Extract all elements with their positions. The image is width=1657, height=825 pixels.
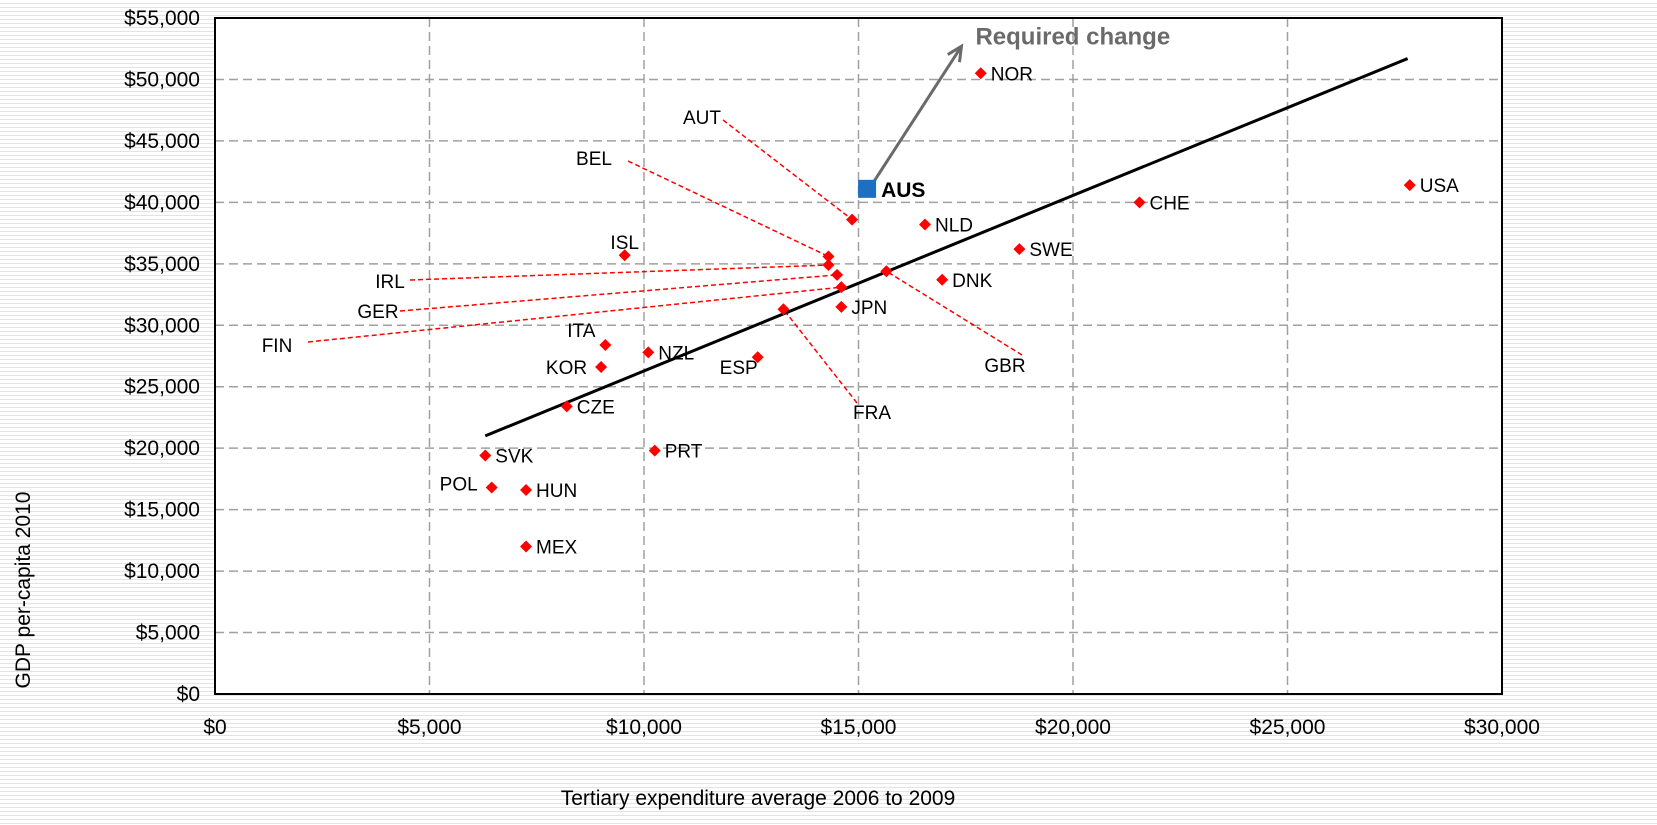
point-label: USA (1420, 176, 1459, 197)
point-label: NOR (991, 64, 1033, 85)
data-point (520, 540, 533, 553)
leader-line (409, 264, 829, 281)
data-point (751, 351, 764, 364)
point-label: NLD (935, 215, 973, 236)
point-label: GER (357, 302, 398, 323)
data-point (822, 259, 835, 272)
point-label: AUT (683, 108, 721, 129)
point-label: ESP (720, 358, 758, 379)
trendline (484, 57, 1409, 438)
point-label: POL (440, 475, 478, 496)
point-label: FIN (262, 336, 293, 357)
data-point (831, 268, 844, 281)
data-point (846, 213, 859, 226)
y-tick-label: $5,000 (136, 622, 200, 645)
x-tick-labels: $0 $5,000 $10,000 $15,000 $20,000 $25,000 $30,… (203, 716, 1540, 739)
leader-line (627, 160, 829, 258)
point-label: GBR (984, 356, 1025, 377)
x-tick-label: $20,000 (1035, 716, 1111, 739)
gridlines (215, 18, 1502, 694)
y-tick-label: $20,000 (124, 437, 200, 460)
y-axis-title: GDP per-capita 2010 (12, 492, 35, 689)
point-label: CHE (1149, 193, 1189, 214)
point-labels: NOR USA CHE NLD SWE DNK JPN ISL AUT BEL IRL GER FIN G… (262, 64, 1459, 558)
y-tick-label: $50,000 (124, 68, 200, 91)
y-tick-label: $35,000 (124, 253, 200, 276)
arrow-shaft (871, 45, 963, 184)
point-label: DNK (952, 271, 992, 292)
required-change-label: Required change (975, 23, 1170, 50)
leader-line (722, 119, 853, 221)
point-label: MEX (536, 538, 578, 559)
data-point (1133, 196, 1146, 209)
point-label: CZE (577, 397, 615, 418)
data-point (1403, 179, 1416, 192)
data-point (560, 400, 573, 413)
y-tick-label: $40,000 (124, 191, 200, 214)
arrow-head (947, 43, 964, 63)
point-label: FRA (853, 403, 891, 424)
x-tick-label: $30,000 (1464, 716, 1540, 739)
data-point (642, 346, 655, 359)
y-tick-label: $0 (177, 683, 200, 706)
data-point (835, 281, 848, 294)
point-label: NZL (658, 343, 694, 364)
leader-line (399, 274, 838, 312)
x-tick-label: $25,000 (1250, 716, 1326, 739)
x-tick-label: $15,000 (821, 716, 897, 739)
data-point (1013, 243, 1026, 256)
point-label: PRT (665, 442, 703, 463)
leader-line (307, 286, 842, 343)
data-point (918, 218, 931, 231)
data-point (880, 265, 893, 278)
y-tick-label: $45,000 (124, 130, 200, 153)
x-tick-label: $5,000 (397, 716, 461, 739)
y-tick-label: $55,000 (124, 7, 200, 30)
data-point (599, 338, 612, 351)
y-tick-label: $30,000 (124, 314, 200, 337)
x-tick-label: $10,000 (606, 716, 682, 739)
data-point (835, 300, 848, 313)
data-point (777, 303, 790, 316)
leader-lines (307, 119, 1023, 404)
required-change-arrow: Required change (871, 23, 1170, 184)
point-label: SVK (495, 447, 533, 468)
point-label: ISL (610, 233, 639, 254)
plot-frame (214, 17, 1503, 695)
point-label: SWE (1029, 240, 1072, 261)
leader-line (782, 308, 858, 404)
data-point (936, 273, 949, 286)
leader-line (885, 270, 1023, 356)
point-label: ITA (567, 321, 595, 342)
data-point (479, 449, 492, 462)
point-label: HUN (536, 481, 577, 502)
data-point (618, 249, 631, 262)
x-axis-title: Tertiary expenditure average 2006 to 200… (561, 787, 956, 810)
point-label: BEL (576, 149, 612, 170)
y-tick-labels: $0 $5,000 $10,000 $15,000 $20,000 $25,000 $30,… (124, 7, 200, 706)
data-point (595, 361, 608, 374)
data-point (648, 444, 661, 457)
data-point (485, 481, 498, 494)
point-label: JPN (851, 298, 887, 319)
highlight-label: AUS (881, 179, 925, 202)
data-point (822, 250, 835, 263)
y-tick-label: $25,000 (124, 376, 200, 399)
point-label: IRL (375, 272, 405, 293)
y-tick-label: $10,000 (124, 560, 200, 583)
highlight-point (858, 179, 877, 198)
data-point (974, 67, 987, 80)
x-tick-label: $0 (203, 716, 226, 739)
y-tick-label: $15,000 (124, 499, 200, 522)
point-label: KOR (546, 358, 587, 379)
data-point (520, 483, 533, 496)
data-points (479, 67, 1416, 553)
